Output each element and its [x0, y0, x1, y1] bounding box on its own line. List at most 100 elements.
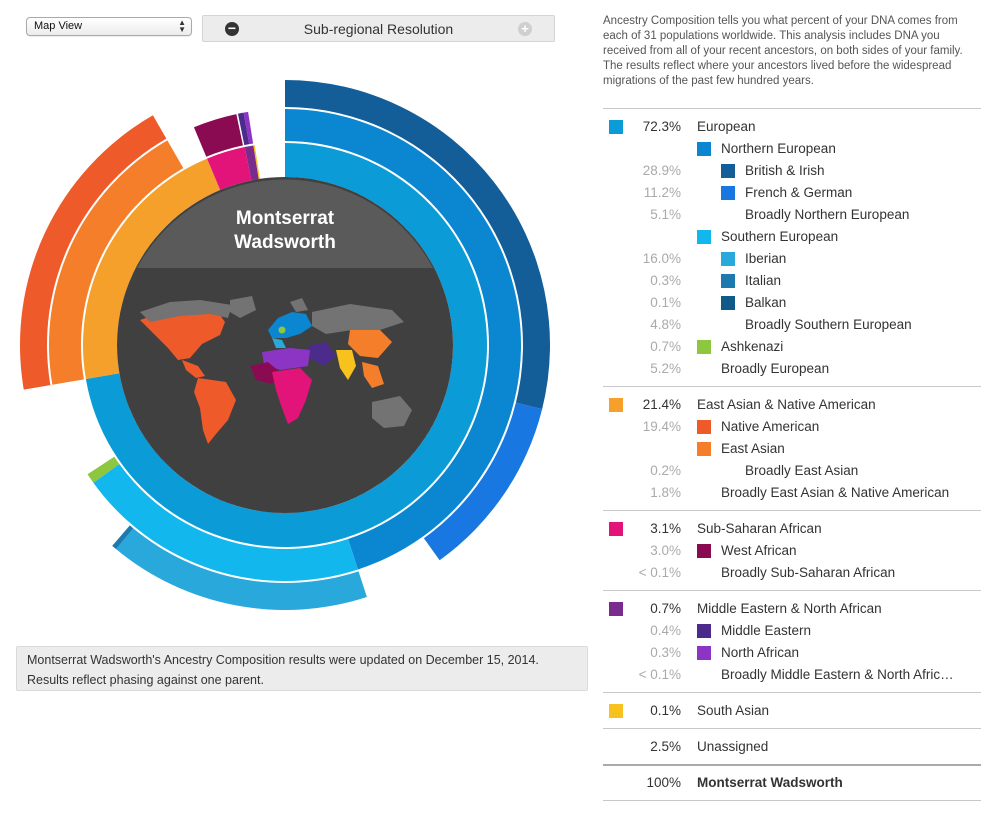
legend-percent: 0.7%	[650, 601, 681, 616]
legend-row[interactable]: Southern European	[603, 226, 981, 248]
center-disc: Montserrat Wadsworth	[117, 177, 453, 513]
legend-label: Unassigned	[697, 739, 769, 754]
legend-row[interactable]: < 0.1% Broadly Sub-Saharan African	[603, 562, 981, 584]
ring-segment-italian[interactable]	[112, 525, 134, 550]
legend-swatch	[721, 296, 735, 310]
ring-segment-north-african[interactable]	[243, 111, 254, 145]
legend-row[interactable]: 5.2% Broadly European	[603, 358, 981, 380]
legend-row[interactable]: < 0.1% Broadly Middle Eastern & North Afr…	[603, 664, 981, 686]
ring-segment-middle-eastern[interactable]	[237, 112, 250, 146]
ring-segment-sub-saharan-african[interactable]	[207, 147, 252, 191]
legend-total-label: Montserrat Wadsworth	[697, 775, 843, 790]
zoom-in-plus-icon[interactable]: +	[518, 22, 532, 36]
ring-segment-middle-eastern-north-african[interactable]	[244, 145, 259, 181]
ring-segment-british-irish[interactable]	[285, 80, 550, 410]
legend-row[interactable]: 0.1% Balkan	[603, 292, 981, 314]
legend-percent: 0.7%	[650, 339, 681, 354]
ring-segment-southern-european[interactable]	[93, 464, 358, 581]
legend-row[interactable]: 0.3% North African	[603, 642, 981, 664]
legend-swatch	[721, 274, 735, 288]
legend-swatch	[697, 646, 711, 660]
legend-swatch	[721, 252, 735, 266]
legend-swatch	[609, 522, 623, 536]
ring-segment-iberian[interactable]	[116, 528, 367, 610]
legend-percent: 0.1%	[650, 295, 681, 310]
legend-label: Broadly Southern European	[745, 317, 912, 332]
legend-row[interactable]: 0.2% Broadly East Asian	[603, 460, 981, 482]
legend-swatch	[609, 704, 623, 718]
update-note-line1: Montserrat Wadsworth's Ancestry Composit…	[27, 653, 539, 667]
legend-row[interactable]: 0.7% Middle Eastern & North African	[603, 598, 981, 620]
legend-row[interactable]: 0.7% Ashkenazi	[603, 336, 981, 358]
legend-percent: 19.4%	[642, 419, 681, 434]
ancestry-rings[interactable]	[20, 80, 550, 610]
legend-percent: 5.1%	[650, 207, 681, 222]
legend-row[interactable]: 0.3% Italian	[603, 270, 981, 292]
legend-label: French & German	[745, 185, 853, 200]
legend-swatch	[721, 164, 735, 178]
legend-row[interactable]: 2.5% Unassigned	[603, 736, 981, 758]
legend-total-percent: 100%	[646, 775, 681, 790]
legend-row[interactable]: Northern European	[603, 138, 981, 160]
legend-percent: 21.4%	[642, 397, 681, 412]
legend-percent: 5.2%	[650, 361, 681, 376]
legend-total-row: 100% Montserrat Wadsworth	[603, 772, 981, 794]
ring-segment-native-east-asian[interactable]	[49, 140, 184, 385]
ring-segment-south-asian[interactable]	[253, 145, 260, 180]
legend-swatch	[697, 420, 711, 434]
legend-label: Balkan	[745, 295, 787, 310]
legend-swatch	[697, 230, 711, 244]
legend-row[interactable]: 5.1% Broadly Northern European	[603, 204, 981, 226]
legend-percent: 4.8%	[650, 317, 681, 332]
legend-label: Ashkenazi	[721, 339, 784, 354]
legend-swatch	[697, 340, 711, 354]
legend-percent: 0.1%	[650, 703, 681, 718]
ring-segment-native-american[interactable]	[20, 115, 167, 390]
legend-row[interactable]: 0.1% South Asian	[603, 700, 981, 722]
view-select[interactable]: Map View ▲ ▼	[26, 17, 192, 36]
legend-row[interactable]: 1.8% Broadly East Asian & Native American	[603, 482, 981, 504]
legend-label: Native American	[721, 419, 820, 434]
ring-segment-east-asian-native-american[interactable]	[83, 158, 221, 380]
legend-label: Southern European	[721, 229, 839, 244]
legend-row[interactable]: 72.3% European	[603, 116, 981, 138]
legend-label: Broadly European	[721, 361, 830, 376]
legend-label: Broadly Northern European	[745, 207, 910, 222]
legend-label: Broadly East Asian	[745, 463, 859, 478]
legend-row[interactable]: 3.0% West African	[603, 540, 981, 562]
person-name-line2: Wadsworth	[234, 232, 336, 253]
update-note-line2: Results reflect phasing against one pare…	[27, 673, 264, 687]
legend-percent: 3.1%	[650, 521, 681, 536]
legend-label: Iberian	[745, 251, 787, 266]
legend-row[interactable]: 3.1% Sub-Saharan African	[603, 518, 981, 540]
legend-row[interactable]: East Asian	[603, 438, 981, 460]
select-arrows-icon: ▲ ▼	[178, 18, 186, 34]
legend-row[interactable]: 19.4% Native American	[603, 416, 981, 438]
legend-row[interactable]: 16.0% Iberian	[603, 248, 981, 270]
ring-segment-west-african[interactable]	[193, 114, 243, 157]
legend-swatch	[697, 624, 711, 638]
person-name-line1: Montserrat	[236, 208, 335, 229]
legend-swatch	[697, 544, 711, 558]
zoom-out-minus-icon[interactable]: −	[225, 21, 239, 36]
ring-segment-northern-european[interactable]	[285, 109, 521, 570]
view-select-value: Map View	[34, 20, 83, 32]
world-map	[140, 296, 412, 444]
ancestry-ring-chart[interactable]: Montserrat Wadsworth	[0, 50, 590, 630]
legend-label: Middle Eastern	[721, 623, 812, 638]
legend-row[interactable]: 4.8% Broadly Southern European	[603, 314, 981, 336]
legend-label: West African	[721, 543, 797, 558]
ring-segment-french-german[interactable]	[423, 402, 543, 561]
legend-label: South Asian	[697, 703, 770, 718]
legend-percent: 3.0%	[650, 543, 681, 558]
legend-percent: 72.3%	[642, 119, 681, 134]
intro-text: Ancestry Composition tells you what perc…	[603, 15, 963, 87]
legend-label: Broadly Middle Eastern & North Afric…	[721, 667, 954, 682]
legend-row[interactable]: 11.2% French & German	[603, 182, 981, 204]
legend-row[interactable]: 21.4% East Asian & Native American	[603, 394, 981, 416]
ring-segment-ashkenazi[interactable]	[87, 456, 120, 483]
legend-label: Italian	[745, 273, 782, 288]
legend-row[interactable]: 28.9% British & Irish	[603, 160, 981, 182]
legend-percent: 0.3%	[650, 645, 681, 660]
legend-row[interactable]: 0.4% Middle Eastern	[603, 620, 981, 642]
